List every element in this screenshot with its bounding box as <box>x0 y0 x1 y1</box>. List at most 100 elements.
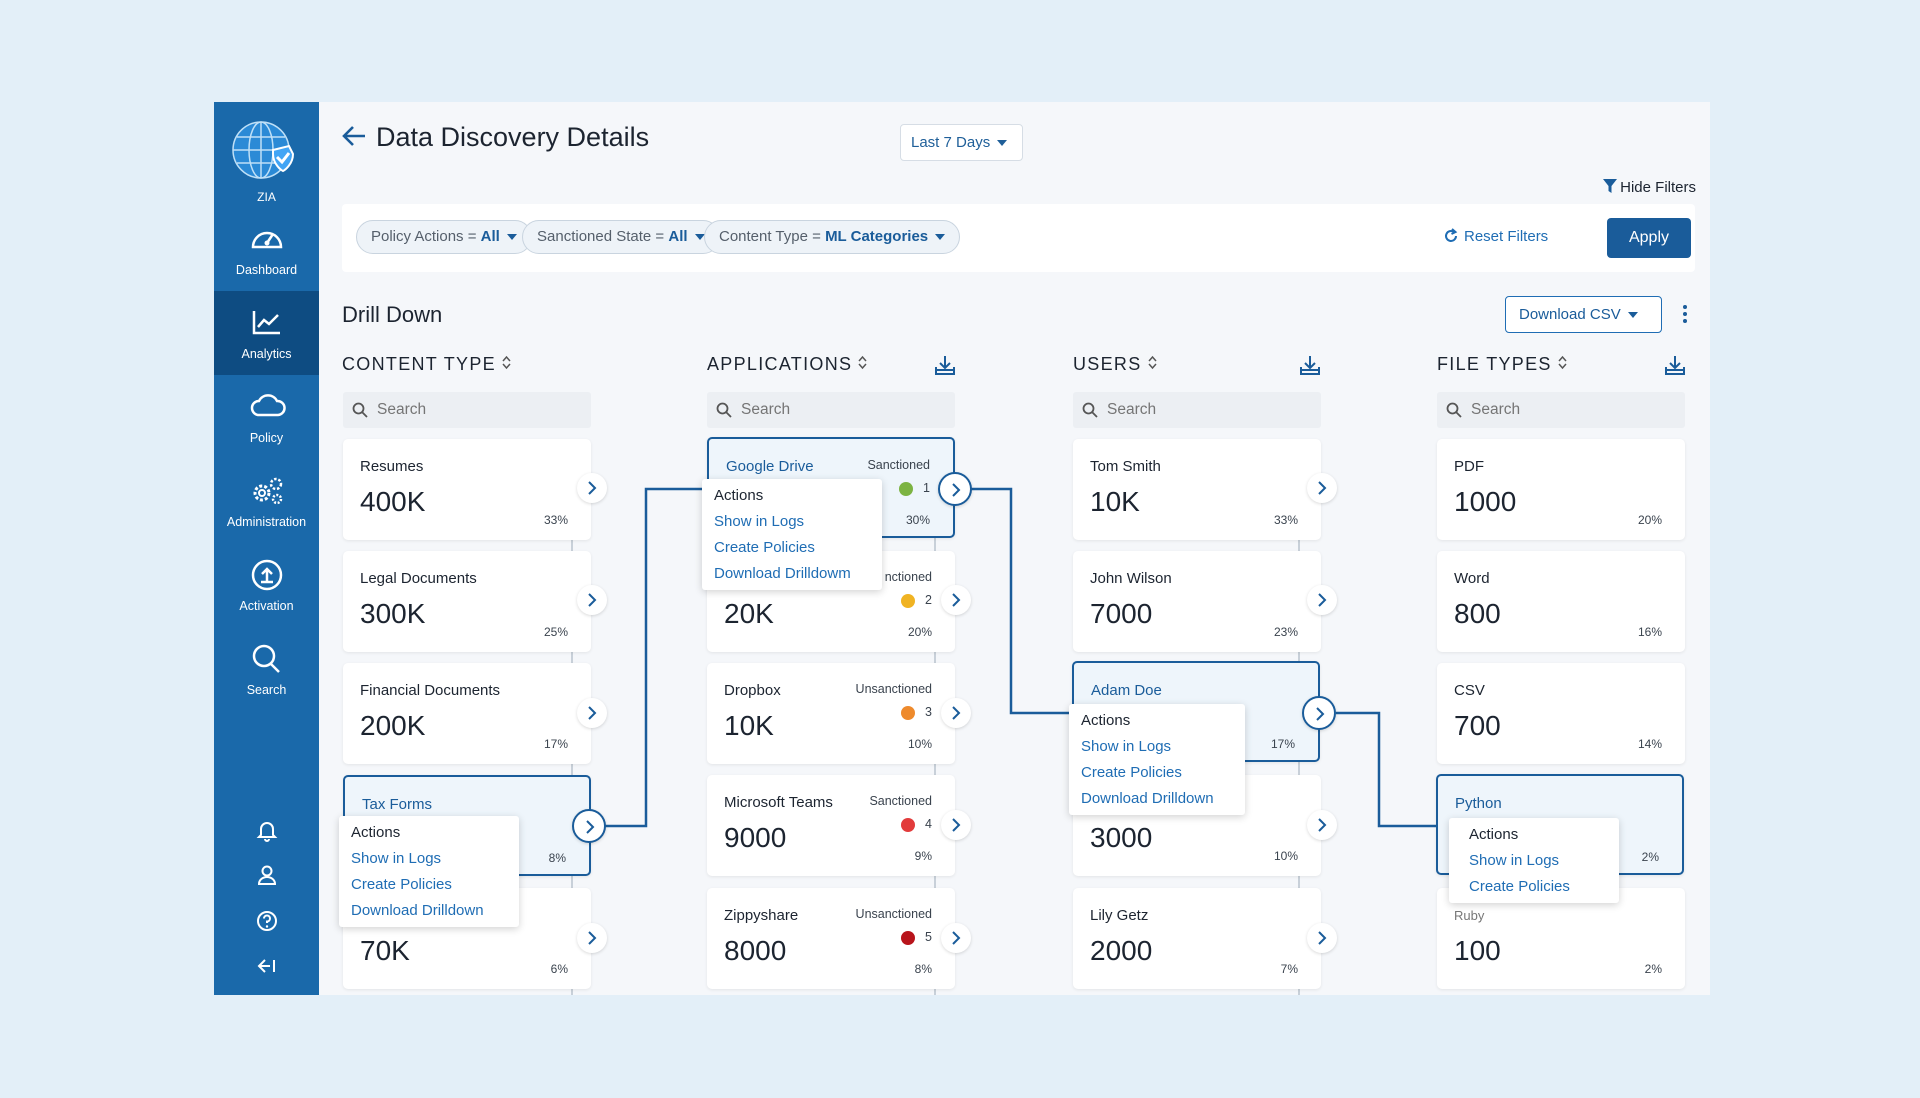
sidebar-item-administration[interactable]: Administration <box>214 459 319 543</box>
search-input-file-types[interactable] <box>1437 392 1685 428</box>
date-range-dropdown[interactable]: Last 7 Days <box>900 124 1023 161</box>
expand-arrow-button-active[interactable] <box>1302 696 1336 730</box>
chevron-right-icon <box>952 593 961 607</box>
search-icon <box>1446 402 1462 418</box>
column-header-label: USERS <box>1073 354 1142 374</box>
show-in-logs-link[interactable]: Show in Logs <box>1081 738 1172 755</box>
apply-button[interactable]: Apply <box>1607 218 1691 258</box>
sidebar-item-analytics[interactable]: Analytics <box>214 291 319 375</box>
user-icon[interactable] <box>254 862 280 888</box>
expand-arrow-button[interactable] <box>577 473 607 503</box>
download-csv-dropdown[interactable]: Download CSV <box>1505 296 1662 333</box>
card-name: Legal Documents <box>360 570 477 587</box>
expand-arrow-button[interactable] <box>941 923 971 953</box>
show-in-logs-link[interactable]: Show in Logs <box>1469 852 1560 869</box>
column-header-content-type[interactable]: CONTENT TYPE <box>342 354 511 375</box>
expand-arrow-button[interactable] <box>941 585 971 615</box>
application-card[interactable]: Microsoft Teams Sanctioned 4 9000 9% <box>707 775 955 876</box>
sort-icon <box>502 355 511 370</box>
filter-chip-content-type[interactable]: Content Type = ML Categories <box>704 220 961 254</box>
collapse-icon[interactable] <box>254 953 280 979</box>
content-type-card[interactable]: Resumes 400K 33% <box>343 439 591 540</box>
expand-arrow-button[interactable] <box>941 698 971 728</box>
popup-header: Actions <box>1469 826 1519 843</box>
create-policies-link[interactable]: Create Policies <box>1469 878 1570 895</box>
brand-logo[interactable]: ZIA <box>214 102 319 207</box>
expand-arrow-button[interactable] <box>941 810 971 840</box>
file-type-card[interactable]: CSV 700 14% <box>1437 663 1685 764</box>
chip-key: Content Type = <box>719 228 826 245</box>
reset-filters-button[interactable]: Reset Filters <box>1443 228 1548 245</box>
file-type-card[interactable]: PDF 1000 20% <box>1437 439 1685 540</box>
download-icon[interactable] <box>1664 354 1686 376</box>
expand-arrow-button[interactable] <box>1307 810 1337 840</box>
card-percent: 14% <box>1637 737 1662 751</box>
column-header-file-types[interactable]: FILE TYPES <box>1437 354 1567 375</box>
search-field[interactable] <box>1107 392 1321 428</box>
sidebar-item-activation[interactable]: Activation <box>214 543 319 627</box>
file-type-card[interactable]: Word 800 16% <box>1437 551 1685 652</box>
chip-value: ML Categories <box>825 228 929 245</box>
user-card[interactable]: 3000 10% <box>1073 775 1321 876</box>
search-input-applications[interactable] <box>707 392 955 428</box>
sidebar-item-policy[interactable]: Policy <box>214 375 319 459</box>
search-input-users[interactable] <box>1073 392 1321 428</box>
application-card[interactable]: Dropbox Unsanctioned 3 10K 10% <box>707 663 955 764</box>
hide-filters-button[interactable]: Hide Filters <box>1603 179 1696 196</box>
create-policies-link[interactable]: Create Policies <box>714 539 815 556</box>
card-value: 9000 <box>724 822 787 853</box>
download-drilldown-link[interactable]: Download Drilldown <box>1081 790 1214 807</box>
expand-arrow-button[interactable] <box>1307 585 1337 615</box>
refresh-icon <box>1445 228 1458 242</box>
file-type-card[interactable]: Ruby 100 2% <box>1437 888 1685 989</box>
download-icon[interactable] <box>934 354 956 376</box>
sidebar-item-label: Analytics <box>241 347 292 361</box>
filter-chip-sanctioned-state[interactable]: Sanctioned State = All <box>522 220 720 254</box>
card-percent: 17% <box>1270 737 1295 751</box>
sidebar-item-dashboard[interactable]: Dashboard <box>214 207 319 291</box>
download-drilldown-link[interactable]: Download Drilldown <box>351 902 484 919</box>
column-header-applications[interactable]: APPLICATIONS <box>707 354 867 375</box>
download-icon[interactable] <box>1299 354 1321 376</box>
filter-chip-policy-actions[interactable]: Policy Actions = All <box>356 220 532 254</box>
more-options-icon[interactable] <box>1679 302 1691 328</box>
expand-arrow-button[interactable] <box>1307 923 1337 953</box>
caret-down-icon <box>1627 312 1638 319</box>
expand-arrow-button[interactable] <box>1307 473 1337 503</box>
search-field[interactable] <box>377 392 591 428</box>
create-policies-link[interactable]: Create Policies <box>1081 764 1182 781</box>
download-drilldown-link[interactable]: Download Drilldowm <box>714 565 851 582</box>
search-field[interactable] <box>741 392 955 428</box>
caret-down-icon <box>694 234 705 241</box>
search-field[interactable] <box>1471 392 1685 428</box>
expand-arrow-button-active[interactable] <box>572 809 606 843</box>
help-icon[interactable] <box>254 908 280 934</box>
filter-bar: Policy Actions = All Sanctioned State = … <box>342 204 1695 272</box>
show-in-logs-link[interactable]: Show in Logs <box>714 513 805 530</box>
expand-arrow-button[interactable] <box>577 923 607 953</box>
content-type-card[interactable]: Financial Documents 200K 17% <box>343 663 591 764</box>
column-header-users[interactable]: USERS <box>1073 354 1157 375</box>
chevron-right-icon <box>952 483 961 497</box>
chevron-right-icon <box>588 931 597 945</box>
sidebar-item-search[interactable]: Search <box>214 627 319 711</box>
show-in-logs-link[interactable]: Show in Logs <box>351 850 442 867</box>
create-policies-link[interactable]: Create Policies <box>351 876 452 893</box>
back-arrow-icon[interactable] <box>341 124 367 148</box>
actions-popup-content-type: Actions Show in Logs Create Policies Dow… <box>339 816 519 927</box>
bell-icon[interactable] <box>254 817 280 843</box>
upload-circle-icon <box>251 559 283 591</box>
expand-arrow-button[interactable] <box>577 698 607 728</box>
user-card[interactable]: Tom Smith 10K 33% <box>1073 439 1321 540</box>
card-name: Word <box>1454 570 1490 587</box>
user-card[interactable]: Lily Getz 2000 7% <box>1073 888 1321 989</box>
application-card[interactable]: Zippyshare Unsanctioned 5 8000 8% <box>707 888 955 989</box>
user-card[interactable]: John Wilson 7000 23% <box>1073 551 1321 652</box>
card-percent: 33% <box>543 513 568 527</box>
card-percent: 30% <box>905 513 930 527</box>
chip-key: Policy Actions = <box>371 228 481 245</box>
expand-arrow-button[interactable] <box>577 585 607 615</box>
search-input-content-type[interactable] <box>343 392 591 428</box>
expand-arrow-button-active[interactable] <box>938 472 972 506</box>
content-type-card[interactable]: Legal Documents 300K 25% <box>343 551 591 652</box>
